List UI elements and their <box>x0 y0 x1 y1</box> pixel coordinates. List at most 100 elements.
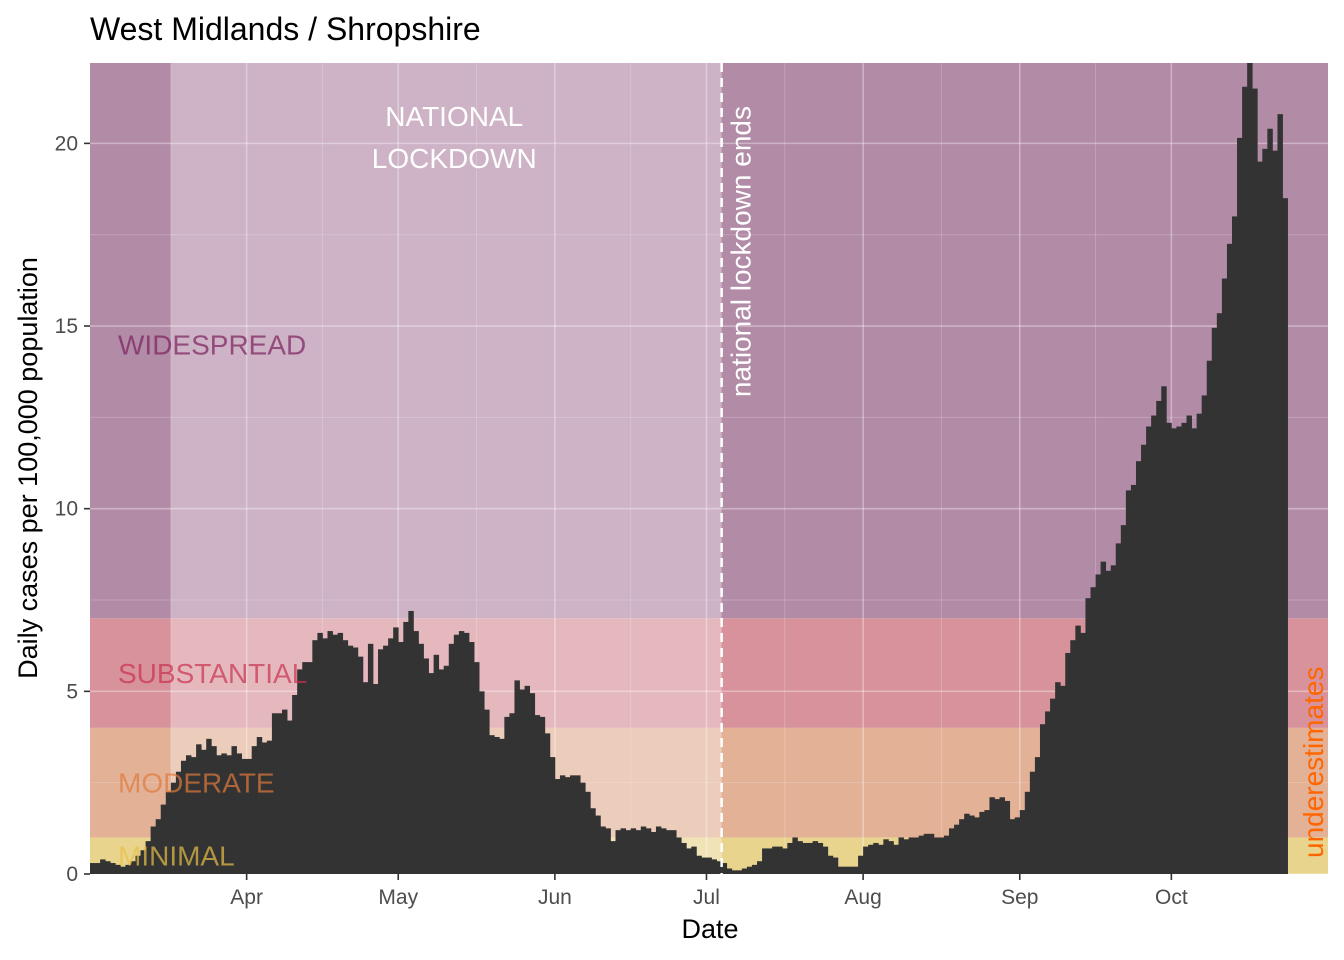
x-tick-label: Aug <box>844 886 881 909</box>
bar <box>590 808 596 874</box>
bar <box>671 830 677 874</box>
bar <box>524 685 531 874</box>
bar <box>797 841 803 874</box>
bar <box>666 830 672 874</box>
bar <box>605 828 611 874</box>
bar <box>1085 598 1091 874</box>
bar <box>767 848 773 874</box>
bar <box>918 835 925 874</box>
bar <box>686 848 692 874</box>
band-labels: MINIMAL MODERATE SUBSTANTIAL WIDESPREAD <box>118 329 307 871</box>
bar <box>650 831 657 874</box>
lockdown-label-line2: LOCKDOWN <box>372 143 537 174</box>
bar <box>383 645 389 874</box>
bar <box>1014 817 1021 874</box>
bar <box>585 791 591 874</box>
bars <box>90 63 1288 875</box>
bar <box>1221 278 1228 874</box>
x-tick-label: Jul <box>693 886 720 909</box>
bar <box>297 669 303 874</box>
bar <box>640 826 647 874</box>
bar <box>933 837 940 874</box>
bar <box>378 649 384 874</box>
bar <box>1252 88 1258 874</box>
bar <box>180 760 187 874</box>
bar <box>994 799 1000 874</box>
bar <box>1055 682 1061 874</box>
bar <box>287 720 293 874</box>
bar <box>762 848 768 874</box>
x-axis-title: Date <box>681 914 738 944</box>
bar <box>559 775 566 874</box>
bar <box>969 815 975 874</box>
bar <box>216 755 222 874</box>
bar <box>943 835 950 874</box>
bar <box>610 841 616 874</box>
bar <box>878 844 884 874</box>
bar <box>443 665 450 874</box>
bar <box>827 855 834 874</box>
bar <box>504 716 510 874</box>
grid-lines <box>90 63 1328 875</box>
lockdown-label-line1: NATIONAL <box>385 101 523 132</box>
bar <box>1019 810 1026 874</box>
bar <box>1029 771 1036 874</box>
bar <box>741 868 748 874</box>
bar <box>342 640 349 874</box>
bar <box>1065 652 1071 874</box>
bar <box>635 830 642 874</box>
bar <box>393 627 399 874</box>
bar <box>256 737 263 874</box>
bar <box>913 837 920 874</box>
bar <box>155 819 162 874</box>
bar <box>847 866 854 874</box>
bar <box>206 738 212 874</box>
bar <box>868 844 874 874</box>
bar <box>1267 128 1273 874</box>
bar <box>1156 400 1162 874</box>
bar <box>883 839 889 874</box>
bar <box>211 746 217 874</box>
x-tick-label: Oct <box>1155 886 1188 909</box>
bar <box>160 804 167 874</box>
bar <box>858 855 864 874</box>
bar <box>817 842 824 874</box>
y-axis-title: Daily cases per 100,000 population <box>13 257 43 679</box>
bar <box>196 744 202 874</box>
bar <box>1231 216 1238 874</box>
bar <box>1120 525 1127 874</box>
bar <box>721 863 728 874</box>
bar <box>251 746 258 874</box>
bar <box>130 861 136 874</box>
bar <box>782 848 788 874</box>
bar <box>842 866 849 874</box>
bar <box>964 813 970 874</box>
bar <box>746 866 753 874</box>
bar <box>544 733 551 874</box>
bar <box>726 868 733 874</box>
bar <box>716 861 723 874</box>
bar <box>246 758 253 874</box>
band-label-minimal: MINIMAL <box>118 841 235 872</box>
y-tick-label: 15 <box>55 315 78 338</box>
bar <box>468 642 475 874</box>
bar <box>580 782 586 874</box>
bar <box>438 669 445 874</box>
bar <box>645 828 652 874</box>
bar <box>1050 698 1056 874</box>
bar <box>1135 461 1142 874</box>
bar <box>751 864 758 874</box>
bar <box>802 842 808 874</box>
bar <box>731 870 738 874</box>
bar <box>403 621 409 874</box>
bar <box>347 645 354 874</box>
bar <box>1181 422 1187 874</box>
bar <box>175 771 182 874</box>
bar <box>954 824 960 874</box>
bar <box>489 735 495 874</box>
bar <box>554 779 561 874</box>
bar <box>1206 360 1213 875</box>
bar <box>1105 570 1112 874</box>
bar <box>676 837 682 874</box>
bar <box>514 680 520 874</box>
